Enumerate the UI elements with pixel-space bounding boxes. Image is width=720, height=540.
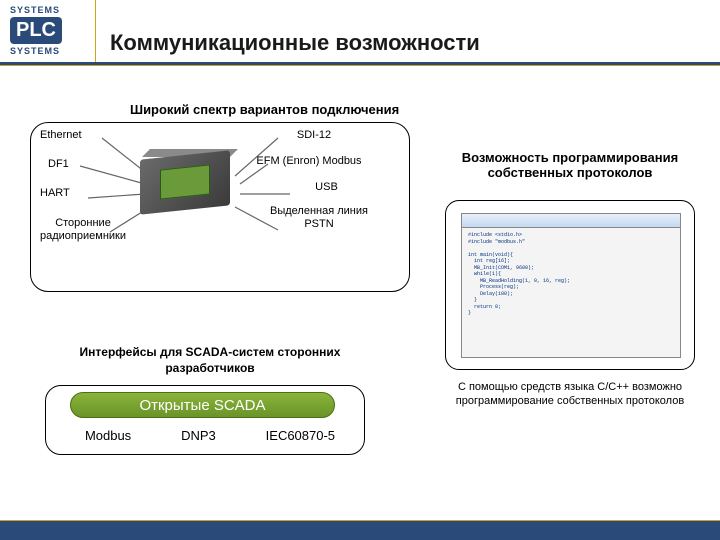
plc-device-icon bbox=[140, 155, 240, 225]
protocols-right: SDI-12 EFM (Enron) Modbus USB Выделенная… bbox=[260, 130, 368, 231]
scada-title: Интерфейсы для SCADA-систем сторонних ра… bbox=[70, 345, 350, 376]
label-usb: USB bbox=[285, 182, 368, 193]
label-radio: Сторонние радиоприемники bbox=[40, 217, 126, 243]
page-title: Коммуникационные возможности bbox=[110, 30, 480, 56]
label-hart: HART bbox=[40, 188, 126, 199]
scada-protocols: Modbus DNP3 IEC60870-5 bbox=[60, 428, 360, 443]
footer-bar bbox=[0, 520, 720, 540]
code-window: #include <stdio.h> #include "modbus.h" i… bbox=[461, 213, 681, 358]
label-sdi12: SDI-12 bbox=[260, 130, 368, 141]
protocols-left: Ethernet DF1 HART Сторонние радиоприемни… bbox=[40, 130, 126, 261]
label-pstn: Выделенная линия PSTN bbox=[270, 205, 368, 231]
proto-iec: IEC60870-5 bbox=[266, 428, 335, 443]
code-content: #include <stdio.h> #include "modbus.h" i… bbox=[462, 228, 680, 321]
logo-bottom: SYSTEMS bbox=[10, 46, 90, 56]
programming-title: Возможность программирования собственных… bbox=[435, 150, 705, 180]
logo-mid: PLC bbox=[10, 17, 62, 44]
proto-modbus: Modbus bbox=[85, 428, 131, 443]
logo-top: SYSTEMS bbox=[10, 5, 90, 15]
proto-dnp3: DNP3 bbox=[181, 428, 216, 443]
label-efm: EFM (Enron) Modbus bbox=[250, 156, 368, 167]
code-caption: С помощью средств языка C/C++ возможно п… bbox=[440, 380, 700, 409]
code-panel: #include <stdio.h> #include "modbus.h" i… bbox=[445, 200, 695, 370]
plc-logo: SYSTEMS PLC SYSTEMS bbox=[10, 5, 90, 60]
subtitle: Широкий спектр вариантов подключения bbox=[130, 102, 399, 117]
code-titlebar bbox=[462, 214, 680, 228]
label-ethernet: Ethernet bbox=[40, 130, 126, 141]
title-underline bbox=[0, 62, 720, 66]
logo-divider bbox=[95, 0, 97, 62]
header: SYSTEMS PLC SYSTEMS Коммуникационные воз… bbox=[0, 0, 720, 90]
open-scada-badge: Открытые SCADA bbox=[70, 392, 335, 418]
label-df1: DF1 bbox=[48, 159, 126, 170]
